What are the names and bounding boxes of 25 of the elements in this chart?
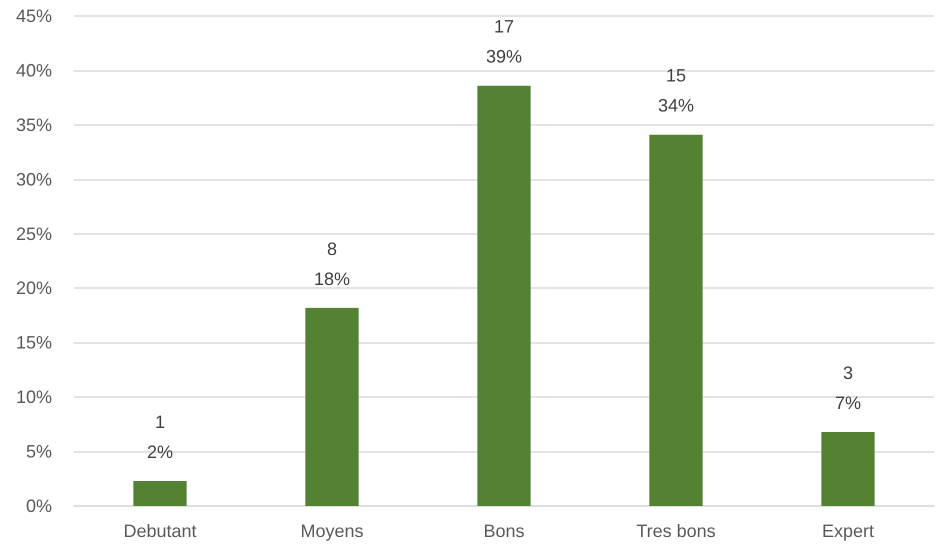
- bar: [649, 134, 703, 506]
- bar: [305, 308, 359, 506]
- x-tick-label: Tres bons: [636, 521, 716, 541]
- bar: [821, 432, 875, 506]
- data-label: 8 18%: [314, 238, 350, 289]
- bar: [477, 86, 531, 506]
- y-tick-label: 5%: [26, 442, 52, 462]
- y-tick-label: 20%: [16, 278, 52, 298]
- y-tick-label: 10%: [16, 387, 52, 408]
- x-tick-label: Debutant: [123, 521, 197, 541]
- y-tick-label: 25%: [16, 224, 52, 244]
- y-tick-label: 35%: [16, 114, 52, 135]
- x-tick-label: Bons: [483, 521, 525, 541]
- data-label: 15 34%: [658, 66, 694, 116]
- bar: [133, 480, 187, 506]
- y-tick-label: 30%: [16, 169, 52, 190]
- y-tick-label: 40%: [16, 60, 52, 80]
- data-label: 1 2%: [146, 412, 174, 462]
- data-label: 17 39%: [486, 16, 522, 67]
- x-tick-label: Moyens: [300, 521, 364, 541]
- data-label: 3 7%: [834, 362, 862, 413]
- y-tick-label: 45%: [16, 6, 52, 26]
- y-tick-label: 0%: [26, 496, 52, 516]
- y-tick-label: 15%: [16, 332, 52, 353]
- x-tick-label: Expert: [822, 521, 874, 541]
